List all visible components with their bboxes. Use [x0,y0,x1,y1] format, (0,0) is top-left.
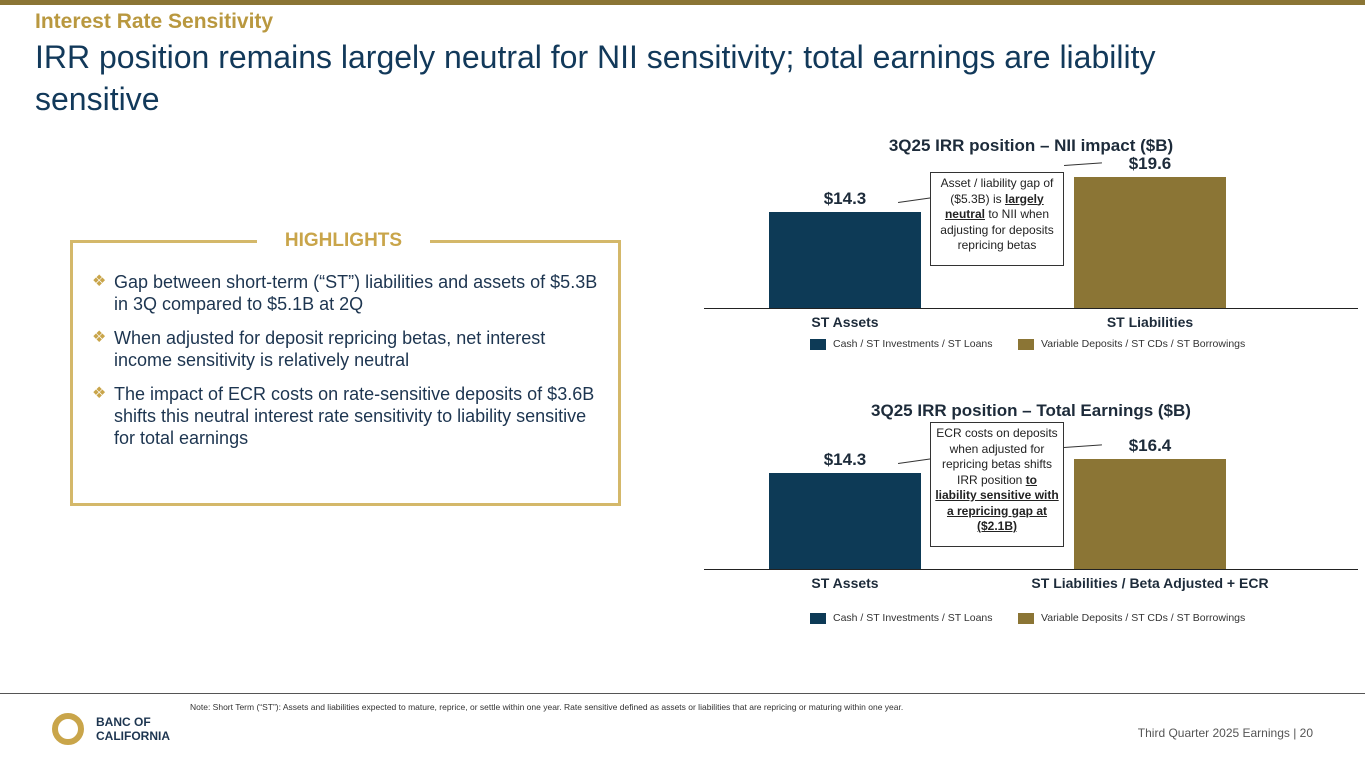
section-kicker: Interest Rate Sensitivity [35,10,274,33]
highlight-text: When adjusted for deposit repricing beta… [114,328,546,370]
legend-swatch [810,612,826,624]
legend-item: Variable Deposits / ST CDs / ST Borrowin… [1018,612,1245,624]
top-accent-bar [0,0,1365,5]
highlight-text: Gap between short-term (“ST”) liabilitie… [114,272,598,314]
chart-title: 3Q25 IRR position – NII impact ($B) [888,136,1174,155]
footer-divider [0,693,1365,694]
data-label: $16.4 [1128,436,1172,456]
bar-assets [769,473,921,569]
highlights-label: HIGHLIGHTS [257,230,430,252]
callout-box: ECR costs on deposits when adjusted for … [930,422,1064,547]
data-label: $14.3 [823,189,867,209]
diamond-bullet-icon: ❖ [92,385,107,402]
highlights-list: ❖ Gap between short-term (“ST”) liabiliti… [92,271,602,461]
logo-text-line1: BANC OF [96,715,151,729]
callout-text: largely neutral [944,191,1044,222]
legend-swatch [1018,612,1034,624]
highlight-item: ❖ The impact of ECR costs on rate-sensiti… [92,383,602,449]
callout-text: Asset / liability gap of ($5.3B) is [940,176,1054,206]
legend-label: Cash / ST Investments / ST Loans [833,612,993,624]
callout-text: to liability sensitive with a repricing … [935,472,1059,534]
legend-item: Variable Deposits / ST CDs / ST Borrowin… [1018,338,1245,350]
callout-box: Asset / liability gap of ($5.3B) is larg… [930,172,1064,266]
legend-swatch [810,338,826,350]
legend-item: Cash / ST Investments / ST Loans [810,338,993,350]
chart-baseline [704,569,1358,570]
data-label: $19.6 [1128,153,1172,173]
callout-text: ECR costs on deposits when adjusted for … [936,426,1058,487]
chart-baseline [704,308,1358,309]
highlight-item: ❖ Gap between short-term (“ST”) liabiliti… [92,271,602,315]
bar-liabilities [1074,459,1226,569]
page-title: IRR position remains largely neutral for… [35,39,1156,117]
diamond-bullet-icon: ❖ [92,329,107,346]
data-label: $14.3 [823,450,867,470]
callout-text: to NII when adjusting for deposits repri… [940,207,1054,252]
page-footer: Third Quarter 2025 Earnings | 20 [1137,726,1313,740]
bar-liabilities [1074,176,1226,308]
legend-swatch [1018,338,1034,350]
category-label: ST Liabilities [1106,314,1194,330]
logo-ring-icon [52,713,84,745]
company-logo: BANC OF CALIFORNIA [52,713,170,745]
highlight-item: ❖ When adjusted for deposit repricing bet… [92,327,602,371]
legend-label: Cash / ST Investments / ST Loans [833,338,993,350]
chart-title: 3Q25 IRR position – Total Earnings ($B) [871,401,1191,420]
legend-item: Cash / ST Investments / ST Loans [810,612,993,624]
logo-text-line2: CALIFORNIA [96,729,170,743]
category-label: ST Liabilities / Beta Adjusted + ECR [1031,575,1269,591]
legend-label: Variable Deposits / ST CDs / ST Borrowin… [1041,612,1246,624]
diamond-bullet-icon: ❖ [92,273,107,290]
highlight-text: The impact of ECR costs on rate-sensitiv… [114,384,595,448]
category-label: ST Assets [811,314,879,330]
legend-label: Variable Deposits / ST CDs / ST Borrowin… [1041,338,1246,350]
bar-assets [769,212,921,308]
footnote: Note: Short Term (“ST”): Assets and liab… [190,702,904,712]
category-label: ST Assets [811,575,879,591]
